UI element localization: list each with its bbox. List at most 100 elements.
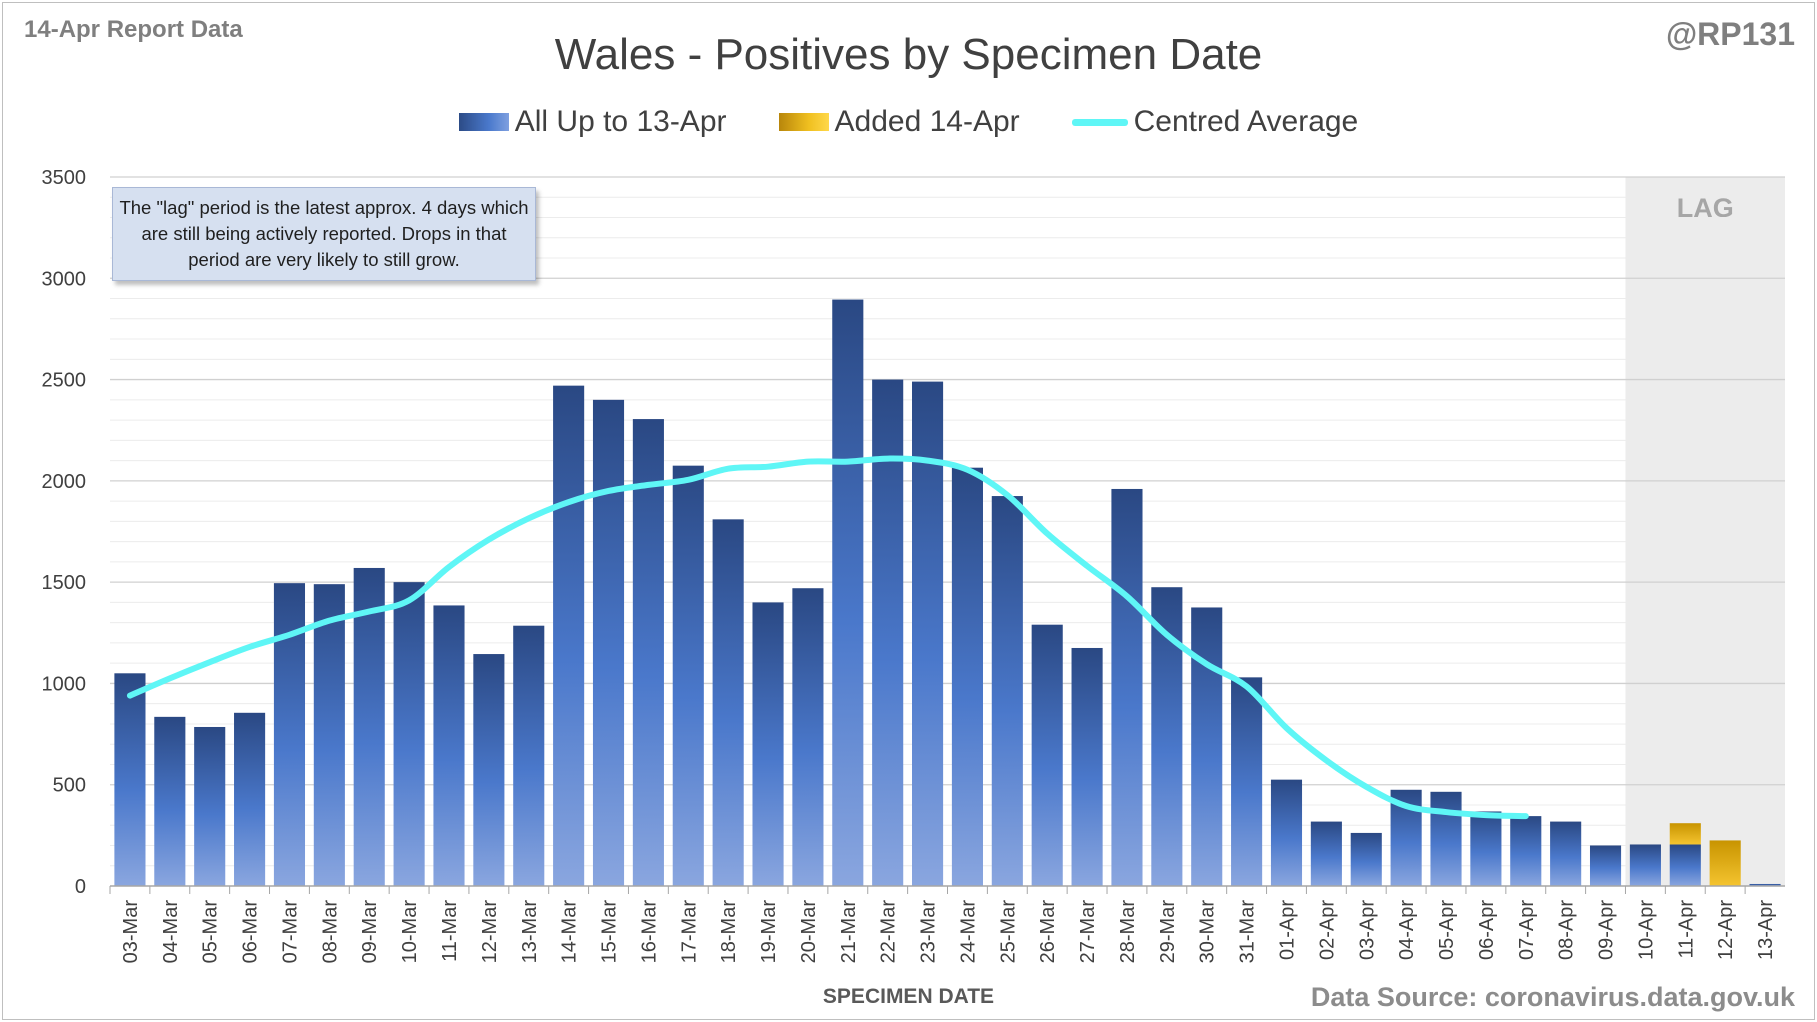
average-line-path	[126, 455, 1529, 820]
x-tick-label: 03-Mar	[120, 900, 142, 964]
bar-all-21-Mar	[832, 299, 864, 886]
x-tick-label: 02-Apr	[1316, 900, 1338, 960]
bar-all-15-Mar	[592, 399, 625, 886]
bar-all-14-Mar	[553, 385, 585, 886]
bar-all-10-Apr	[1629, 844, 1661, 886]
x-tick-label: 12-Mar	[479, 900, 501, 964]
bar-all-09-Mar	[353, 567, 385, 886]
bar-all-28-Mar	[1111, 488, 1143, 886]
bar-all-26-Mar	[1031, 624, 1063, 886]
bar-all-22-Mar	[872, 379, 904, 886]
bar-all-01-Apr	[1270, 779, 1303, 886]
x-tick-label: 22-Mar	[878, 900, 900, 964]
x-tick-label: 06-Mar	[240, 900, 262, 964]
bar-all-12-Mar	[473, 654, 505, 886]
x-tick-label: 15-Mar	[599, 900, 621, 964]
x-tick-label: 03-Apr	[1356, 900, 1378, 960]
x-tick-label: 16-Mar	[638, 900, 660, 964]
bar-all-06-Mar	[234, 712, 266, 886]
y-tick-label: 3000	[42, 268, 87, 290]
legend-item-added: Added 14-Apr	[778, 105, 1020, 139]
x-tick-label: 13-Apr	[1755, 900, 1777, 960]
x-tick-label: 30-Mar	[1197, 900, 1219, 964]
y-tick-label: 1500	[42, 572, 87, 594]
x-tick-label: 24-Mar	[957, 900, 979, 964]
legend-swatch-blue	[458, 113, 509, 131]
bar-all-31-Mar	[1231, 677, 1263, 886]
x-tick-label: 07-Mar	[279, 900, 301, 964]
x-tick-label: 11-Apr	[1675, 900, 1697, 959]
x-tick-label: 08-Apr	[1556, 900, 1578, 960]
x-tick-label: 28-Mar	[1117, 900, 1139, 964]
lag-note: The "lag" period is the latest approx. 4…	[112, 187, 536, 281]
bar-all-05-Apr	[1430, 791, 1462, 886]
x-tick-label: 09-Mar	[359, 900, 381, 964]
bar-all-17-Mar	[672, 465, 704, 886]
x-tick-label: 06-Apr	[1476, 900, 1498, 960]
x-axis-title: SPECIMEN DATE	[822, 985, 995, 1008]
bar-all-20-Mar	[792, 588, 824, 886]
bar-all-25-Mar	[991, 496, 1023, 886]
legend-swatch-line	[1071, 118, 1128, 126]
legend: All Up to 13-Apr Added 14-Apr Centred Av…	[0, 105, 1817, 139]
axes: 0 500 1000 1500 2000 2500 3000 3500 03-Mar 04-Mar…	[42, 167, 1785, 964]
bar-all-23-Mar	[912, 381, 944, 886]
bar-all-06-Apr	[1470, 811, 1502, 886]
lag-region: LAG	[1625, 177, 1785, 886]
x-tick-label: 05-Apr	[1436, 900, 1458, 960]
x-tick-label: 12-Apr	[1715, 900, 1737, 960]
lag-shade	[1625, 177, 1785, 886]
x-tick-label: 05-Mar	[200, 900, 222, 964]
bar-all-08-Apr	[1550, 821, 1582, 886]
report-label: 14-Apr Report Data	[24, 16, 243, 43]
x-tick-label: 09-Apr	[1596, 900, 1618, 960]
data-source: Data Source: coronavirus.data.gov.uk	[1310, 982, 1795, 1012]
x-tick-label: 11-Mar	[439, 900, 461, 962]
bar-all-05-Mar	[194, 726, 226, 886]
x-tick-label: 14-Mar	[559, 900, 581, 964]
bar-all-27-Mar	[1071, 647, 1103, 886]
y-tick-label: 2000	[42, 471, 87, 493]
y-tick-label: 1000	[42, 673, 87, 695]
bar-all-08-Mar	[313, 584, 345, 886]
bar-all-03-Apr	[1350, 832, 1382, 886]
bar-all-10-Mar	[393, 582, 425, 886]
x-tick-label: 19-Mar	[758, 900, 780, 964]
bar-all-13-Mar	[513, 625, 545, 886]
bar-all-09-Apr	[1589, 845, 1622, 886]
x-tick-label: 23-Mar	[918, 900, 940, 964]
bar-all-18-Mar	[712, 519, 744, 886]
x-tick-label: 26-Mar	[1037, 900, 1059, 964]
author-handle: @RP131	[1665, 16, 1795, 52]
x-tick-label: 13-Mar	[519, 900, 541, 964]
bar-all-30-Mar	[1191, 607, 1223, 886]
x-tick-label: 04-Apr	[1396, 900, 1418, 960]
x-tick-label: 20-Mar	[798, 900, 820, 964]
legend-item-average: Centred Average	[1071, 105, 1358, 139]
x-tick-label: 29-Mar	[1157, 900, 1179, 964]
legend-label-all: All Up to 13-Apr	[514, 105, 727, 138]
bar-all-11-Mar	[433, 605, 465, 886]
bar-all-11-Apr	[1669, 844, 1701, 886]
legend-label-added: Added 14-Apr	[834, 105, 1020, 138]
y-tick-label: 0	[75, 876, 86, 898]
bar-all-13-Apr	[1749, 883, 1781, 886]
bar-all-03-Mar	[114, 673, 146, 886]
x-tick-label: 10-Mar	[399, 900, 421, 964]
bar-added-11-Apr	[1669, 823, 1701, 845]
x-tick-label: 25-Mar	[997, 900, 1019, 964]
bar-all-16-Mar	[632, 419, 664, 886]
legend-item-all: All Up to 13-Apr	[458, 105, 727, 139]
x-tick-label: 01-Apr	[1276, 900, 1298, 960]
bar-all-24-Mar	[951, 467, 983, 886]
x-tick-label: 18-Mar	[718, 900, 740, 964]
x-tick-label: 21-Mar	[838, 900, 860, 964]
bars	[114, 299, 1781, 886]
x-tick-label: 07-Apr	[1516, 900, 1538, 960]
average-line	[126, 455, 1529, 820]
bar-all-04-Mar	[154, 716, 186, 886]
bar-all-02-Apr	[1310, 821, 1342, 886]
x-tick-label: 27-Mar	[1077, 900, 1099, 964]
y-tick-label: 500	[53, 775, 86, 797]
